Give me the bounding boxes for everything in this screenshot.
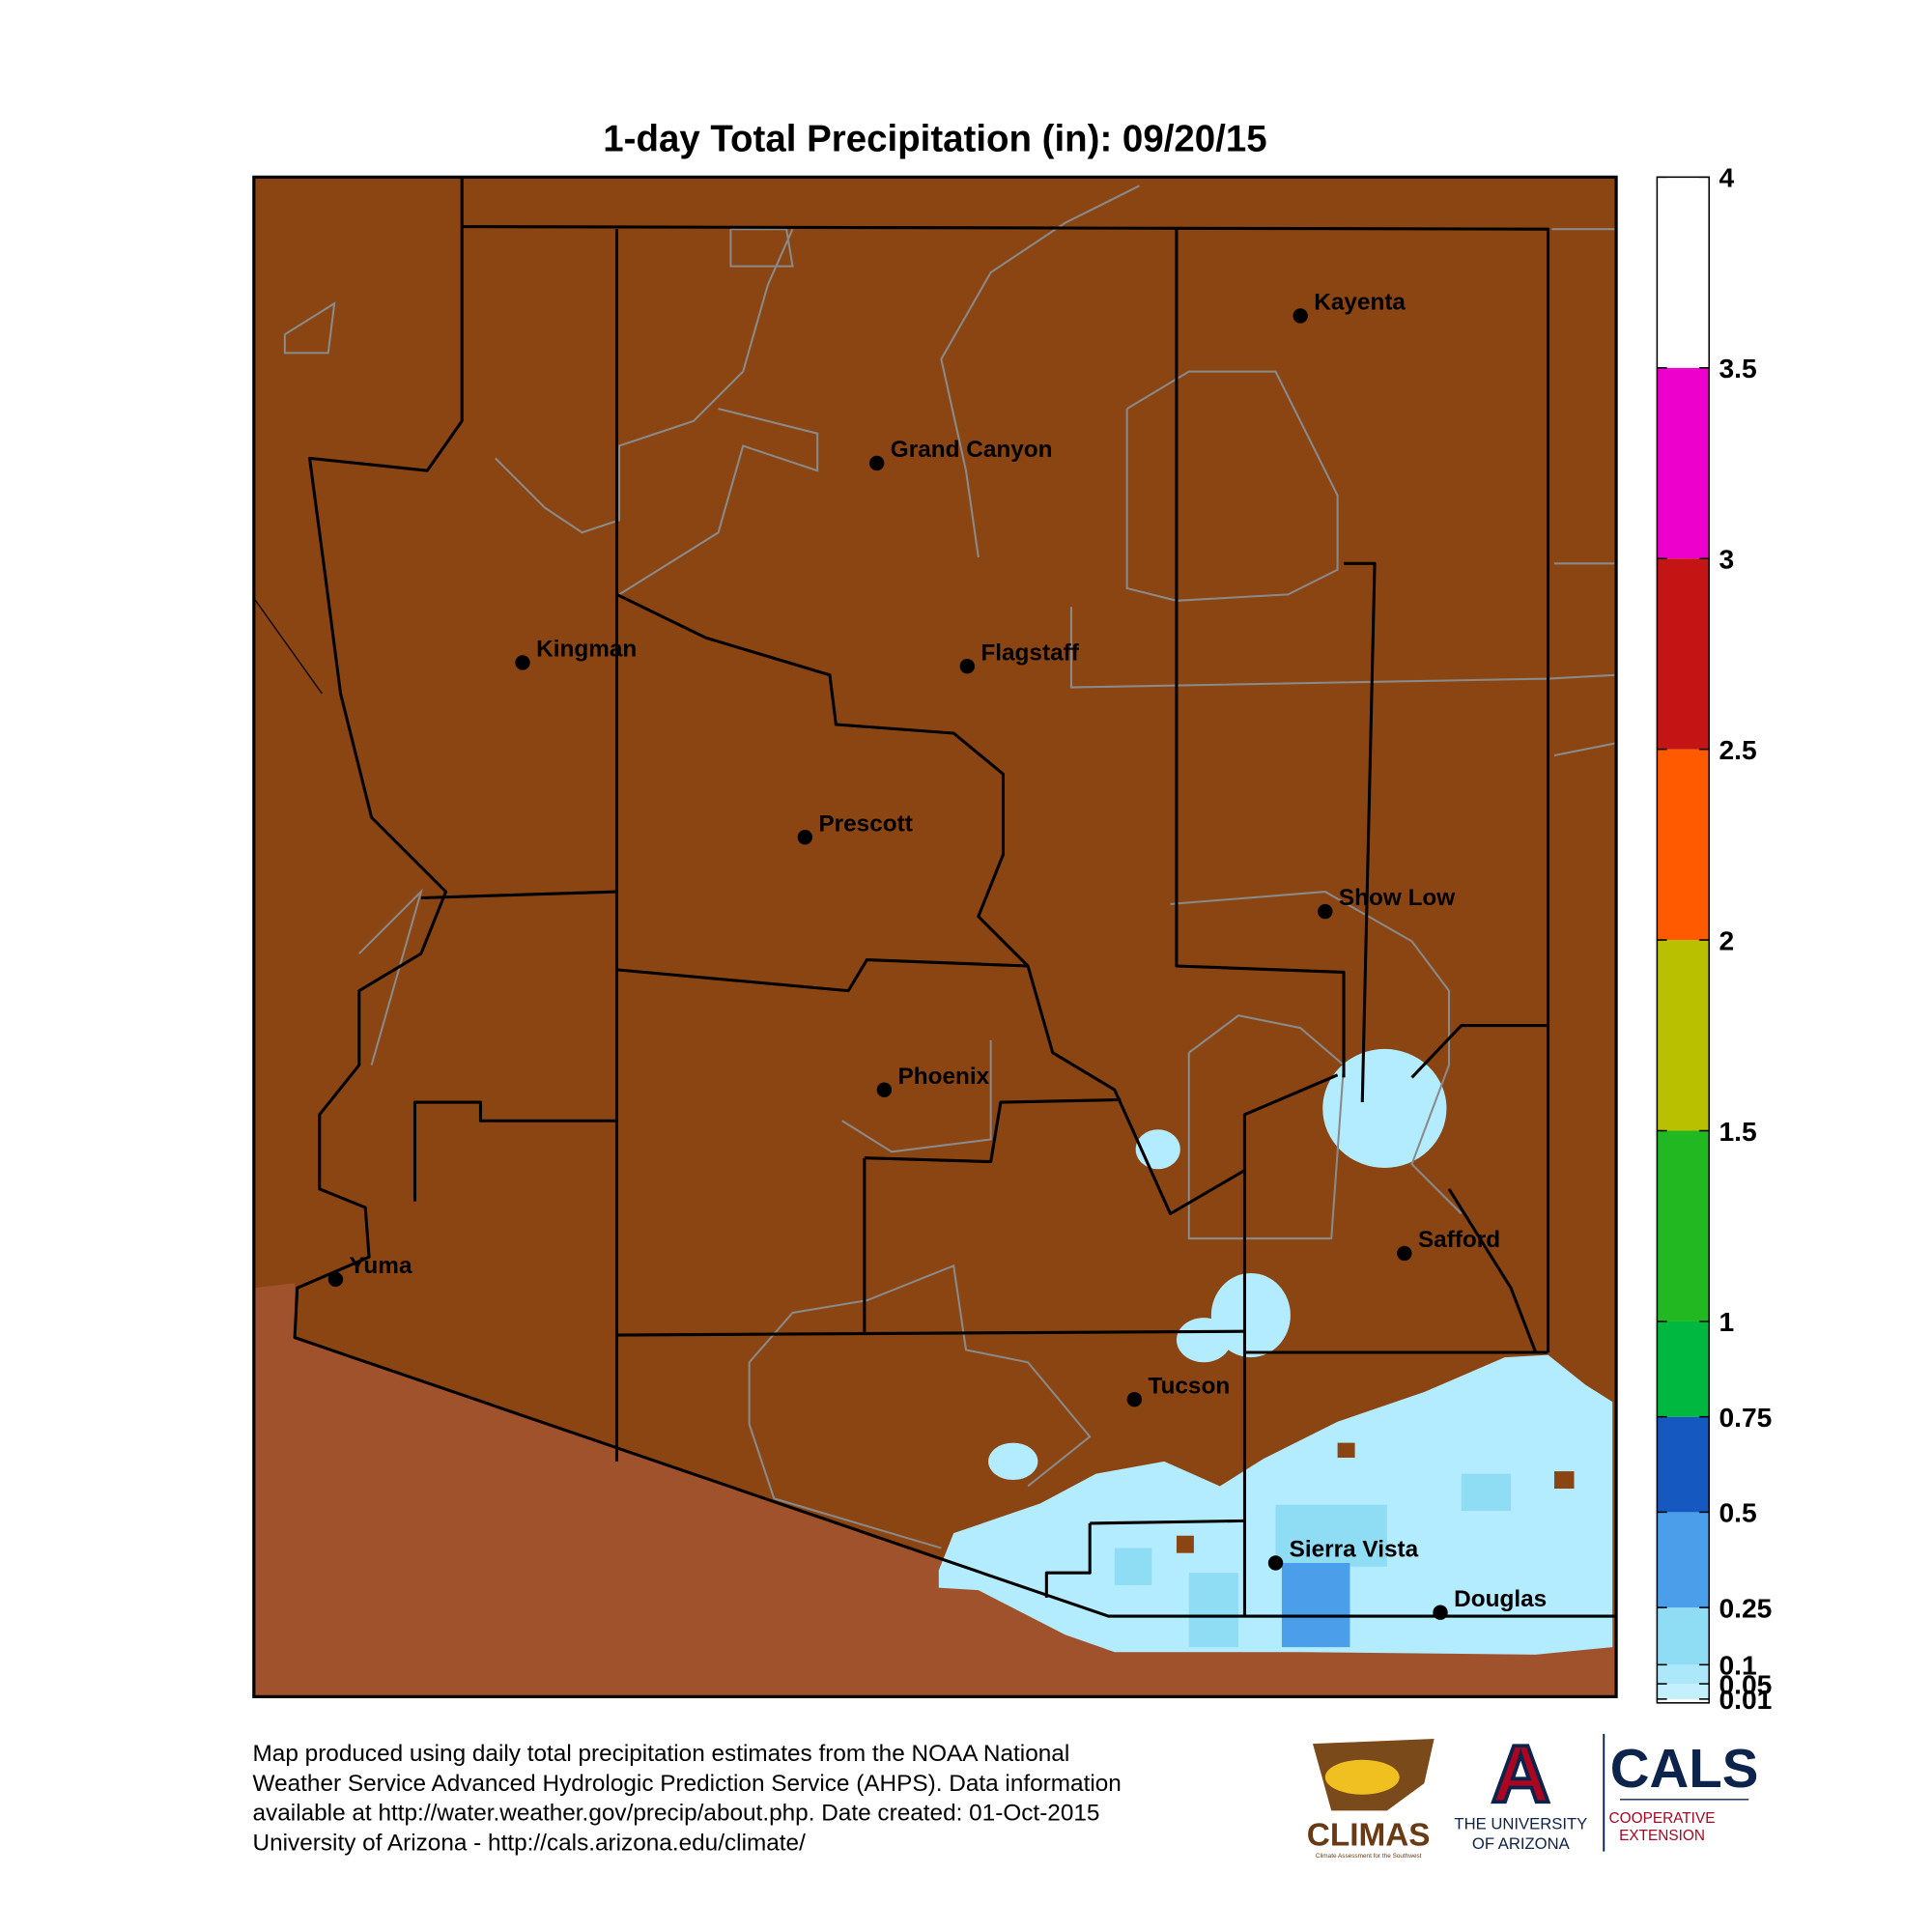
colorbar-band	[1657, 177, 1710, 368]
climas-sub: Climate Assessment for the Southwest	[1316, 1853, 1422, 1860]
ua-text: OF ARIZONA	[1472, 1834, 1571, 1853]
precip-moderate	[1114, 1473, 1512, 1648]
city-label: Prescott	[818, 810, 912, 837]
colorbar-band	[1657, 1607, 1710, 1665]
colorbar: 0.010.050.1 0.25 0.5 0.75 1 1.5 2 2.5 3 3.5 4	[1656, 162, 1772, 1715]
colorbar-tick-label: 0.25	[1719, 1592, 1772, 1623]
city-dot	[1126, 1392, 1143, 1407]
dry-patches	[1176, 1442, 1575, 1553]
precip-heavy	[1281, 1562, 1350, 1648]
cities: Kayenta Grand Canyon Kingman Flagstaff Presc…	[327, 290, 1547, 1620]
cals-text: COOPERATIVE	[1609, 1810, 1716, 1827]
colorbar-band	[1657, 367, 1710, 559]
logos: CLIMAS Climate Assessment for the Southw…	[1307, 1725, 1759, 1860]
footer-line: available at http://water.weather.gov/pr…	[253, 1801, 1100, 1827]
colorbar-band	[1657, 1416, 1710, 1513]
city-dot	[797, 829, 813, 845]
city-dot	[959, 659, 975, 674]
city-dot	[1267, 1555, 1284, 1571]
cals-text: EXTENSION	[1619, 1828, 1705, 1844]
city-dot	[869, 455, 885, 471]
climas-sun	[1324, 1759, 1400, 1795]
colorbar-tick-label: 3.5	[1719, 353, 1756, 384]
colorbar-tick-label: 0.5	[1719, 1497, 1756, 1528]
city-label: Sierra Vista	[1290, 1537, 1419, 1563]
city-dot	[1433, 1605, 1448, 1620]
colorbar-band	[1657, 1664, 1710, 1685]
city-dot	[1397, 1245, 1412, 1262]
mexico	[253, 1283, 1617, 1697]
footer-line: Weather Service Advanced Hydrologic Pred…	[253, 1771, 1122, 1797]
ua-mark: A	[1492, 1727, 1550, 1819]
city-label: Yuma	[350, 1253, 412, 1279]
city-label: Kingman	[536, 636, 637, 662]
map-title: 1-day Total Precipitation (in): 09/20/15	[603, 118, 1266, 159]
city-dot	[1293, 308, 1308, 324]
city-dot	[515, 655, 530, 670]
colorbar-band	[1657, 1130, 1710, 1321]
colorbar-tick-label: 0.1	[1719, 1650, 1756, 1681]
colorbar-tick-label: 1.5	[1719, 1116, 1756, 1147]
colorbar-tick-label: 2.5	[1719, 734, 1756, 765]
cals-logo: CALS	[1610, 1738, 1759, 1799]
city-label: Douglas	[1454, 1586, 1547, 1612]
colorbar-tick-label: 2	[1719, 924, 1734, 955]
colorbar-tick-label: 3	[1719, 543, 1734, 574]
climas-logo: CLIMAS	[1307, 1817, 1431, 1853]
footer-line: Map produced using daily total precipita…	[253, 1741, 1070, 1767]
city-label: Grand Canyon	[891, 437, 1053, 463]
city-dot	[876, 1082, 893, 1097]
colorbar-tick-label: 1	[1719, 1306, 1734, 1337]
ua-text: THE UNIVERSITY	[1454, 1815, 1587, 1833]
colorbar-band	[1657, 749, 1710, 941]
map-frame	[252, 175, 1618, 1699]
colorbar-band	[1657, 940, 1710, 1131]
city-label: Safford	[1418, 1227, 1500, 1253]
city-label: Phoenix	[897, 1064, 989, 1090]
colorbar-tick-label: 0.75	[1719, 1402, 1772, 1433]
city-dot	[327, 1271, 344, 1288]
city-label: Kayenta	[1314, 290, 1406, 316]
colorbar-band	[1657, 1684, 1710, 1699]
colorbar-band	[1657, 1512, 1710, 1608]
colorbar-band	[1657, 1321, 1710, 1417]
city-dot	[1318, 903, 1333, 920]
footer-line: University of Arizona - http://cals.ariz…	[253, 1830, 807, 1856]
county-lines	[293, 177, 1617, 1618]
colorbar-tick-label: 0.01	[1719, 1684, 1772, 1715]
colorbar-tick-label: 4	[1719, 162, 1734, 193]
map	[252, 175, 1618, 1699]
colorbar-tick-label: 0.05	[1719, 1668, 1772, 1699]
city-label: Flagstaff	[980, 639, 1079, 666]
city-label: Tucson	[1148, 1373, 1230, 1399]
footer: Map produced using daily total precipita…	[253, 1741, 1122, 1856]
colorbar-band	[1657, 558, 1710, 750]
city-label: Show Low	[1339, 885, 1455, 911]
